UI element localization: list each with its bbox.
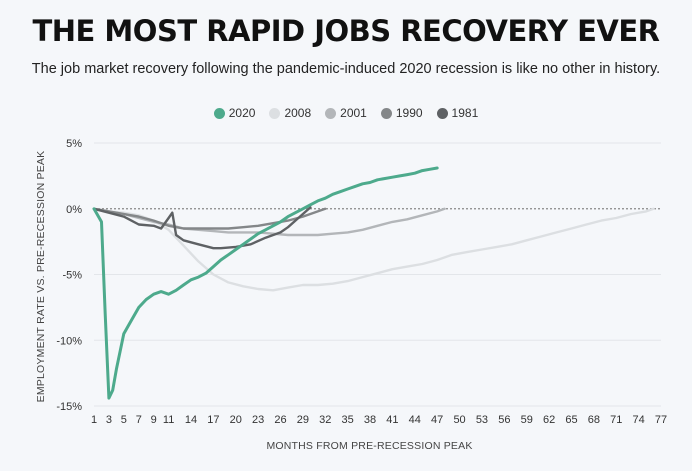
x-tick-label: 62 xyxy=(543,414,555,426)
x-axis-ticks: 1 3 5 7 9 11 14 17 20 23 26 29 32 35 38 41 44 47 50 53 56 59 6… xyxy=(91,414,667,426)
legend-swatch-1990 xyxy=(380,107,392,119)
x-tick-label: 56 xyxy=(498,414,510,426)
x-tick-label: 11 xyxy=(163,414,174,426)
x-tick-label: 50 xyxy=(453,414,465,426)
y-axis-ticks: 5% 0% -5% -10% -15% xyxy=(56,138,82,413)
x-tick-label: 5 xyxy=(121,414,127,426)
gridlines xyxy=(94,142,661,407)
legend-label-2001: 2001 xyxy=(340,106,367,120)
legend-item-2001[interactable]: 2001 xyxy=(325,106,367,120)
x-tick-label: 23 xyxy=(252,414,264,426)
series-lines xyxy=(92,166,655,400)
x-tick-label: 3 xyxy=(106,414,112,426)
x-tick-label: 32 xyxy=(319,414,331,426)
x-tick-label: 35 xyxy=(342,414,354,426)
x-tick-label: 26 xyxy=(274,414,286,426)
x-tick-label: 1 xyxy=(91,414,97,426)
x-tick-label: 44 xyxy=(409,414,421,426)
y-axis-label: EMPLOYMENT RATE VS. PRE-RECESSION PEAK xyxy=(35,151,47,403)
chart-title: THE MOST RAPID JOBS RECOVERY EVER xyxy=(32,14,660,48)
legend-swatch-2001 xyxy=(325,107,337,119)
y-tick-label: -15% xyxy=(56,401,82,413)
x-tick-label: 20 xyxy=(230,414,242,426)
legend-item-2008[interactable]: 2008 xyxy=(269,106,311,120)
y-tick-label: -5% xyxy=(62,270,82,282)
x-tick-label: 17 xyxy=(207,414,219,426)
x-tick-label: 41 xyxy=(386,414,398,426)
series-line-1981[interactable] xyxy=(92,206,312,250)
chart-subtitle: The job market recovery following the pa… xyxy=(31,61,661,77)
x-tick-label: 68 xyxy=(588,414,600,426)
legend-label-1990: 1990 xyxy=(395,106,423,120)
legend-label-2020: 2020 xyxy=(228,106,256,120)
x-tick-label: 14 xyxy=(185,414,197,426)
series-line-1990[interactable] xyxy=(92,207,327,230)
x-tick-label: 7 xyxy=(136,414,142,426)
x-tick-label: 59 xyxy=(521,414,533,426)
legend-label-1981: 1981 xyxy=(451,106,479,120)
x-tick-label: 77 xyxy=(655,414,667,426)
legend-item-1990[interactable]: 1990 xyxy=(380,106,423,120)
x-tick-label: 29 xyxy=(297,414,309,426)
chart-legend: 2020 2008 2001 1990 1981 xyxy=(0,106,692,120)
legend-item-1981[interactable]: 1981 xyxy=(436,106,479,120)
x-axis-label: MONTHS FROM PRE-RECESSION PEAK xyxy=(266,440,472,452)
legend-swatch-2008 xyxy=(269,107,281,119)
x-tick-label: 9 xyxy=(151,414,157,426)
x-tick-label: 65 xyxy=(565,414,577,426)
series-line-2001[interactable] xyxy=(92,207,446,237)
series-line-2008[interactable] xyxy=(92,207,655,292)
series-line-2020[interactable] xyxy=(92,166,439,400)
x-tick-label: 53 xyxy=(476,414,488,426)
x-tick-label: 38 xyxy=(364,414,376,426)
legend-item-2020[interactable]: 2020 xyxy=(213,106,256,120)
y-tick-label: -10% xyxy=(56,335,82,347)
x-tick-label: 74 xyxy=(632,414,644,426)
legend-swatch-2020 xyxy=(213,107,225,119)
y-tick-label: 5% xyxy=(66,138,82,150)
legend-swatch-1981 xyxy=(436,107,448,119)
x-tick-label: 47 xyxy=(431,414,443,426)
y-tick-label: 0% xyxy=(66,204,82,216)
legend-label-2008: 2008 xyxy=(284,106,312,120)
x-tick-label: 71 xyxy=(610,414,622,426)
